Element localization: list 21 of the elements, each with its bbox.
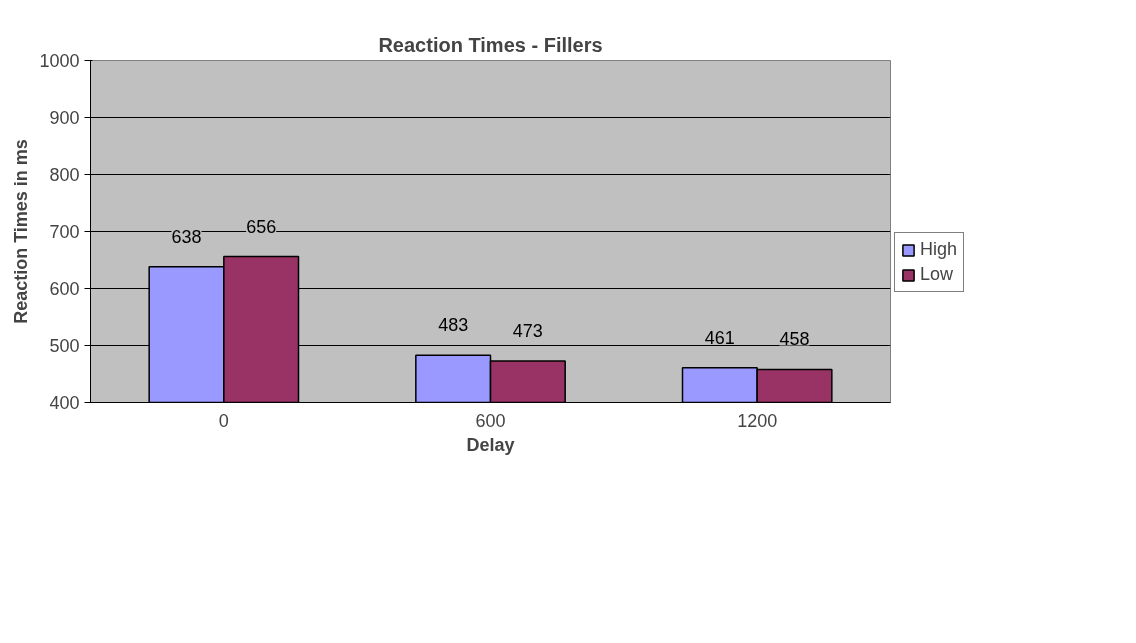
data-label: 461	[704, 327, 735, 348]
y-tick-label: 700	[49, 222, 80, 242]
y-tick-label: 800	[49, 165, 80, 185]
y-tick-label: 500	[49, 336, 80, 356]
legend-label: High	[920, 239, 958, 260]
x-tick-label: 0	[218, 410, 229, 431]
x-tick-label: 600	[475, 410, 506, 431]
x-axis-title: Delay	[466, 434, 515, 455]
x-tick-label: 1200	[737, 410, 778, 431]
data-label: 483	[438, 315, 469, 336]
data-label: 458	[779, 329, 810, 350]
y-axis-title: Reaction Times in ms	[11, 139, 32, 324]
data-label: 638	[171, 226, 202, 247]
y-tick-label: 900	[49, 108, 80, 128]
data-label: 656	[246, 216, 277, 237]
y-tick-label: 600	[49, 279, 80, 299]
data-label: 473	[512, 320, 543, 341]
chart-title: Reaction Times - Fillers	[378, 33, 603, 56]
legend-label: Low	[920, 264, 954, 285]
y-tick-label: 1000	[39, 51, 80, 71]
y-tick-label: 400	[49, 393, 80, 413]
